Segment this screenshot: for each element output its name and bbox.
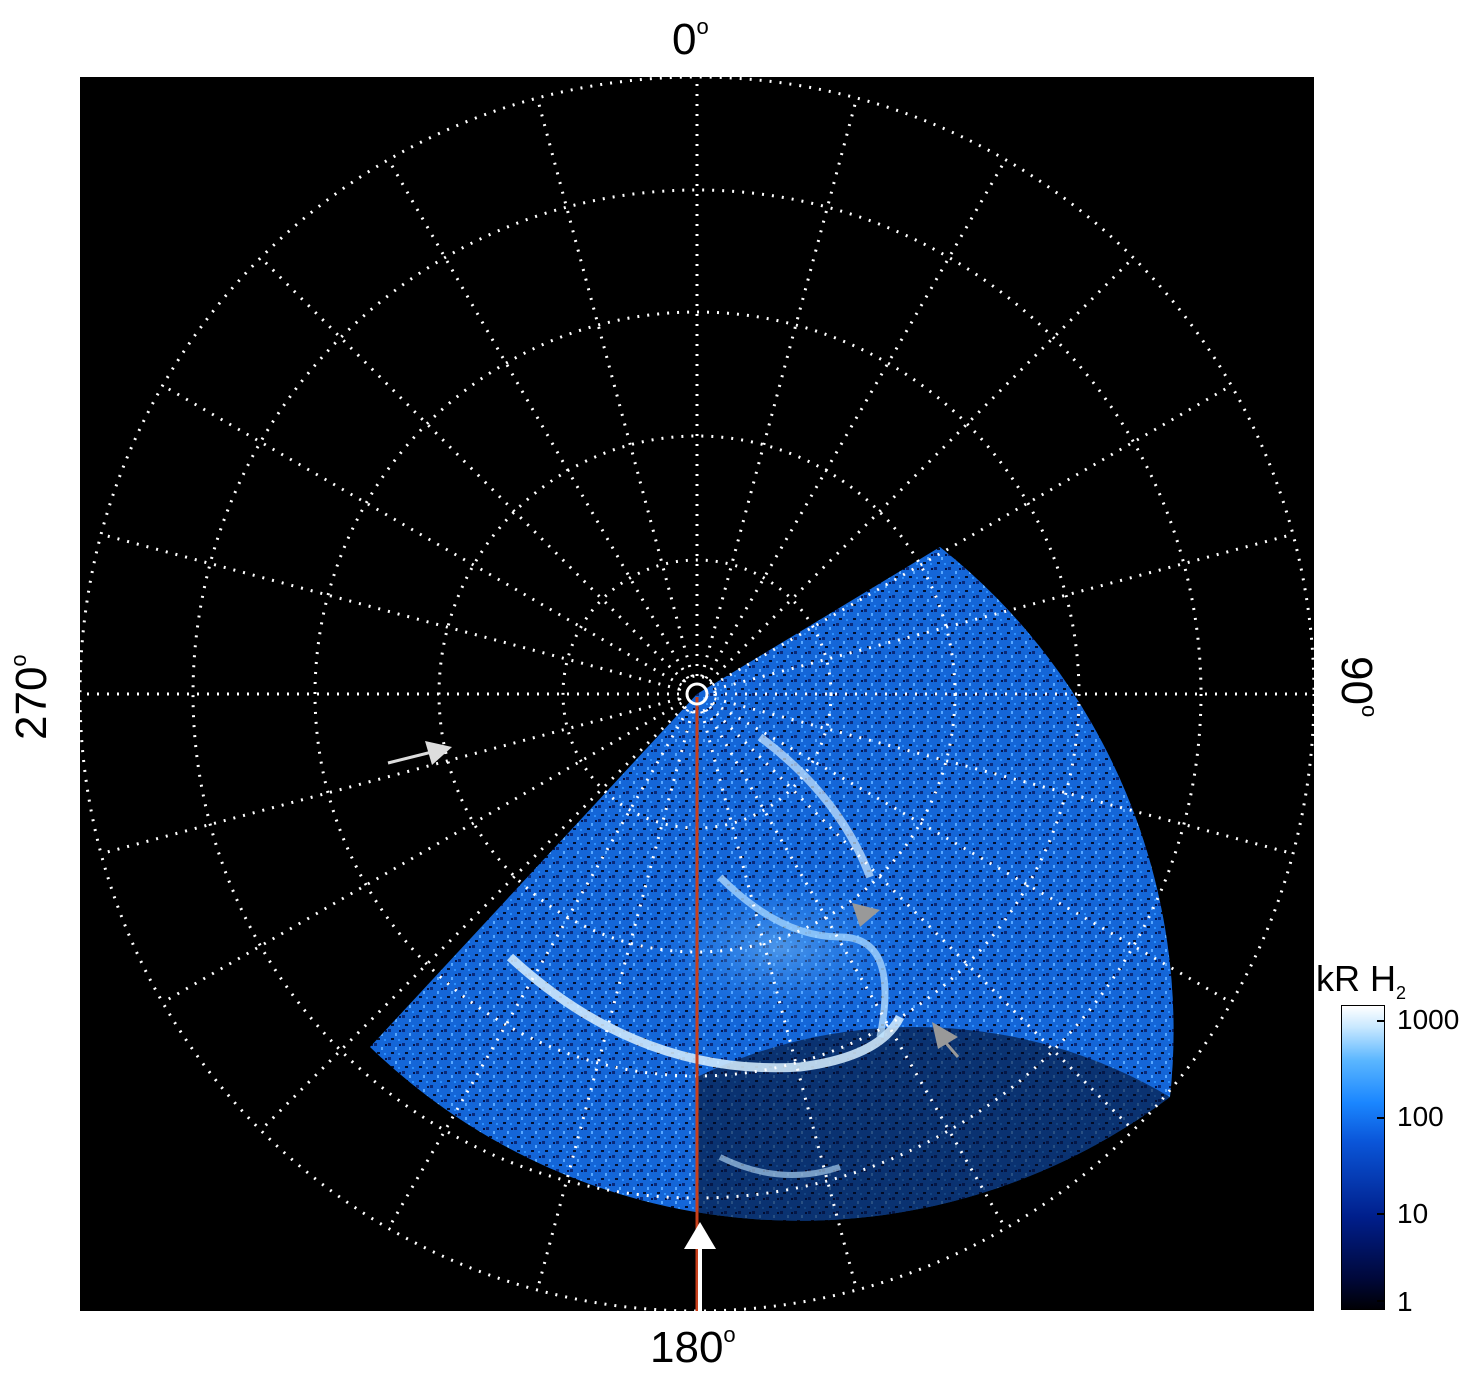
colorbar-tick-label: 1: [1397, 1286, 1413, 1317]
colorbar-tickmark: [1377, 1020, 1385, 1022]
colorbar-tick-label: 100: [1397, 1101, 1444, 1132]
longitude-label-270: 270o: [6, 654, 56, 740]
pole-marker: [685, 682, 709, 706]
grid-spoke: [259, 256, 686, 683]
aurora-emission-region: [370, 547, 1174, 1221]
white-arrow-icon: [387, 741, 452, 765]
colorbar-tick-label: 1000: [1397, 1004, 1460, 1035]
colorbar-title: kR H2: [1316, 958, 1407, 1004]
grid-ring: [313, 310, 1081, 1078]
colorbar-tickmark: [1377, 1300, 1385, 1302]
colorbar-tickmark: [1377, 1213, 1385, 1215]
white-arrow-icon: [684, 1222, 716, 1311]
longitude-label-180: 180o: [650, 1322, 736, 1372]
longitude-label-90: 90o: [1332, 656, 1382, 718]
colorbar: [1341, 1005, 1385, 1310]
grid-spoke: [387, 158, 690, 680]
gray-arrow-icon: [932, 1022, 960, 1058]
polar-projection-image: [80, 77, 1314, 1311]
longitude-label-0: 0o: [672, 14, 709, 64]
colorbar-tick-label: 10: [1397, 1198, 1429, 1229]
gray-arrow-icon: [852, 903, 880, 927]
colorbar-tickmark: [1377, 1117, 1385, 1119]
